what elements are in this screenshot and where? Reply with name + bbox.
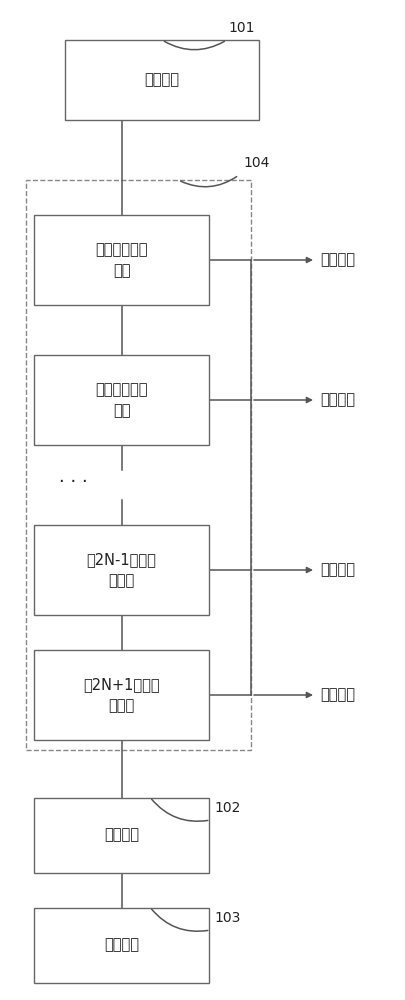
Bar xyxy=(34,525,209,615)
Text: 第2N-1级行驱
动单元: 第2N-1级行驱 动单元 xyxy=(87,552,156,588)
Text: 检测模块: 检测模块 xyxy=(104,938,139,952)
Text: 102: 102 xyxy=(215,801,241,815)
Text: 第2N+1级行驱
动单元: 第2N+1级行驱 动单元 xyxy=(83,677,160,713)
Bar xyxy=(34,355,209,445)
Text: 栅极信号: 栅极信号 xyxy=(320,392,355,408)
Bar xyxy=(65,40,259,120)
Text: 101: 101 xyxy=(229,21,255,35)
Text: 104: 104 xyxy=(243,156,269,170)
Text: 栅极信号: 栅极信号 xyxy=(320,252,355,267)
Bar xyxy=(34,908,209,982)
Text: 第一级行驱动
单元: 第一级行驱动 单元 xyxy=(95,242,148,278)
Text: 栅极信号: 栅极信号 xyxy=(320,562,355,578)
Text: 第三级行驱动
单元: 第三级行驱动 单元 xyxy=(95,382,148,418)
Text: · · ·: · · · xyxy=(59,473,87,491)
Bar xyxy=(34,215,209,305)
Bar xyxy=(26,180,251,750)
Text: 获取模块: 获取模块 xyxy=(104,828,139,842)
Text: 栅极信号: 栅极信号 xyxy=(320,688,355,702)
Text: 输入模块: 输入模块 xyxy=(145,73,179,88)
Text: 103: 103 xyxy=(215,911,241,925)
Bar xyxy=(34,650,209,740)
Bar xyxy=(34,798,209,872)
